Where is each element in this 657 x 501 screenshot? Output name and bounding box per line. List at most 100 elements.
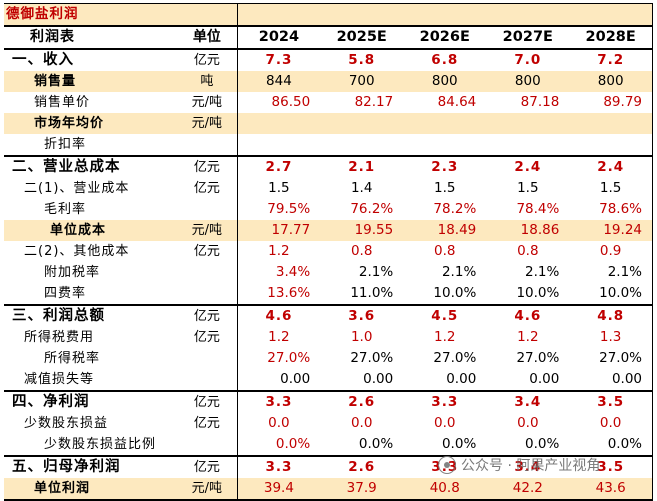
value-cell: 3.3 <box>237 455 321 478</box>
row-label: 单位成本 <box>4 220 178 241</box>
row-unit: 元/吨 <box>177 478 238 501</box>
value-cell <box>320 113 404 134</box>
header-year: 2024 <box>237 25 321 49</box>
value-cell: 86.50 <box>271 94 311 110</box>
value-cell: 3.5 <box>569 455 654 478</box>
row-unit: 吨 <box>177 71 238 92</box>
value-cell: 0.0% <box>441 436 477 452</box>
value-cell: 0.00 <box>363 371 394 387</box>
value-cell: 2.1% <box>358 264 394 280</box>
value-cell: 40.8 <box>403 478 487 501</box>
value-cell: 2.1% <box>525 264 560 280</box>
header-year: 2028E <box>569 25 654 49</box>
value-cell <box>320 134 403 156</box>
value-cell <box>486 113 570 134</box>
value-cell: 10.0% <box>516 285 560 301</box>
value-cell: 2.1 <box>320 155 404 178</box>
value-cell: 19.24 <box>569 220 654 241</box>
value-cell: 10.0% <box>569 283 654 305</box>
table-row: 毛利率 79.5% 76.2% 78.2% 78.4% 78.6% <box>4 199 654 220</box>
value-cell: 0.0 <box>350 415 373 431</box>
table-row: 二(2)、其他成本 亿元 1.2 0.8 0.8 0.8 0.9 <box>4 241 654 262</box>
row-label: 单位利润 <box>4 478 178 501</box>
value-cell <box>569 113 654 134</box>
row-label: 五、归母净利润 <box>4 455 178 478</box>
value-cell: 4.5 <box>403 304 487 327</box>
row-unit: 亿元 <box>177 304 238 327</box>
row-unit: 亿元 <box>177 327 238 348</box>
value-cell: 39.4 <box>237 478 321 501</box>
value-cell: 84.64 <box>437 94 477 110</box>
table-row: 五、归母净利润 亿元 3.3 2.6 3.3 3.4 3.5 <box>4 455 654 478</box>
table-row: 减值损失等 0.00 0.00 0.00 0.00 0.00 <box>4 369 654 391</box>
value-cell: 0.0 <box>268 415 290 431</box>
value-cell: 18.49 <box>403 220 487 241</box>
table-row: 一、收入 亿元 7.3 5.8 6.8 7.0 7.2 <box>4 48 654 71</box>
value-cell: 2.1% <box>441 264 477 280</box>
row-label: 所得税费用 <box>24 330 95 345</box>
row-unit <box>177 262 238 283</box>
value-cell: 19.55 <box>320 220 404 241</box>
value-cell: 27.0% <box>267 350 311 366</box>
value-cell <box>403 134 486 156</box>
value-cell: 1.0 <box>350 329 373 345</box>
value-cell: 0.00 <box>280 371 311 387</box>
row-label: 少数股东损益 <box>24 416 109 431</box>
header-year: 2027E <box>486 25 570 49</box>
value-cell: 1.5 <box>268 180 290 196</box>
value-cell: 17.77 <box>237 220 321 241</box>
value-cell: 3.4 <box>486 455 570 478</box>
value-cell <box>237 113 321 134</box>
value-cell <box>486 134 569 156</box>
value-cell: 3.3 <box>403 390 487 413</box>
table-row: 折扣率 <box>4 134 654 156</box>
table-row: 四、净利润 亿元 3.3 2.6 3.3 3.4 3.5 <box>4 390 654 413</box>
value-cell: 3.6 <box>320 304 404 327</box>
header-unit: 单位 <box>177 25 238 49</box>
value-cell: 6.8 <box>403 48 487 71</box>
value-cell: 3.4% <box>275 264 311 280</box>
row-label: 四、净利润 <box>4 390 178 413</box>
value-cell: 800 <box>403 71 487 92</box>
value-cell: 89.79 <box>569 92 654 113</box>
value-cell: 2.6 <box>320 455 404 478</box>
value-cell: 0.8 <box>517 243 539 259</box>
value-cell: 18.86 <box>486 220 570 241</box>
value-cell: 800 <box>486 71 570 92</box>
row-unit: 亿元 <box>177 413 238 434</box>
row-label: 二(2)、其他成本 <box>24 244 130 259</box>
row-unit: 亿元 <box>177 155 238 178</box>
banner-row: 德御盐利润 <box>4 3 654 26</box>
value-cell: 27.0% <box>350 350 394 366</box>
header-year: 2026E <box>403 25 487 49</box>
profit-table: 德御盐利润 利润表 单位 2024 2025E 2026E 2027E 2028… <box>4 3 654 501</box>
row-unit: 亿元 <box>177 48 238 71</box>
table-row: 销售量吨 844 700 800 800 800 <box>4 71 654 92</box>
value-cell: 700 <box>320 71 404 92</box>
value-cell: 2.4 <box>569 155 654 178</box>
value-cell: 27.0% <box>569 348 654 369</box>
row-label: 销售量 <box>4 71 178 92</box>
value-cell: 1.5 <box>517 180 539 196</box>
row-label: 所得税率 <box>44 351 101 366</box>
value-cell: 3.3 <box>237 390 321 413</box>
value-cell: 1.5 <box>434 180 456 196</box>
table-row: 单位利润 元/吨 39.4 37.9 40.8 42.2 43.6 <box>4 478 654 501</box>
value-cell: 27.0% <box>433 350 477 366</box>
value-cell: 0.0% <box>358 436 394 452</box>
row-label: 四费率 <box>44 286 87 301</box>
value-cell <box>569 134 654 156</box>
table-row: 二(1)、营业成本 亿元 1.5 1.4 1.5 1.5 1.5 <box>4 178 654 199</box>
value-cell <box>237 134 320 156</box>
row-label: 少数股东损益比例 <box>44 437 157 452</box>
value-cell: 0.00 <box>569 369 654 391</box>
row-unit: 亿元 <box>177 241 238 262</box>
table-row: 二、营业总成本 亿元 2.7 2.1 2.3 2.4 2.4 <box>4 155 654 178</box>
row-label: 一、收入 <box>4 48 178 71</box>
header-year: 2025E <box>320 25 404 49</box>
value-cell: 87.18 <box>520 94 560 110</box>
value-cell: 0.00 <box>446 371 477 387</box>
value-cell: 76.2% <box>350 201 394 217</box>
value-cell: 2.6 <box>320 390 404 413</box>
value-cell: 3.5 <box>569 390 654 413</box>
